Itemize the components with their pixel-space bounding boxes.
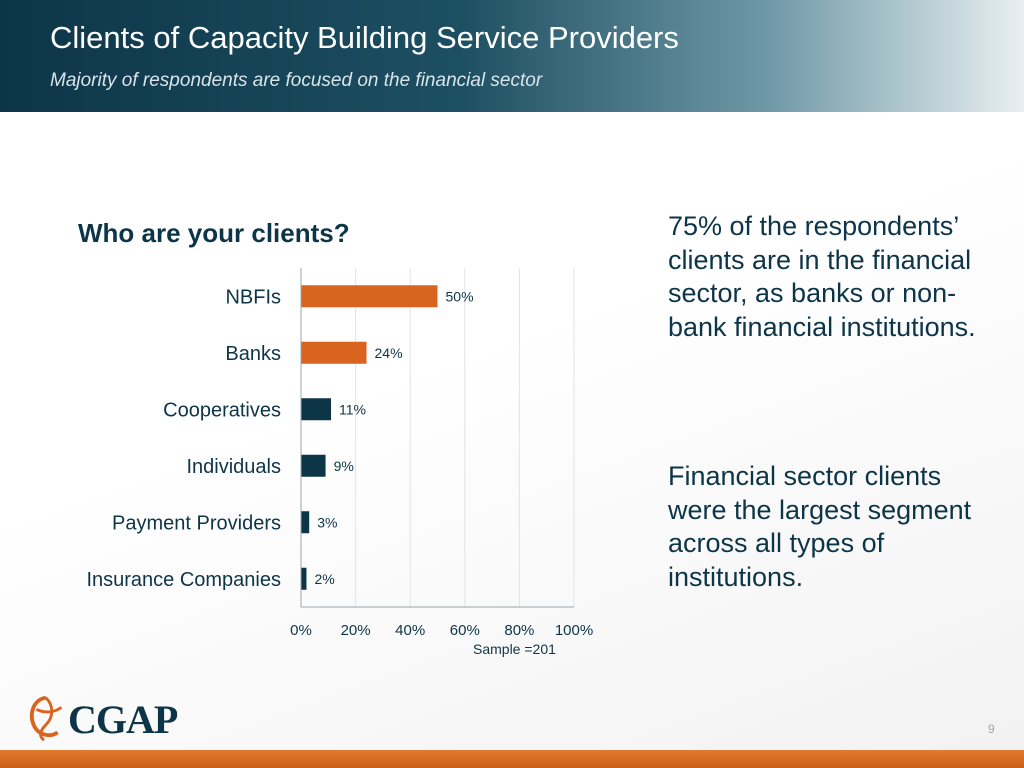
- header-banner: Clients of Capacity Building Service Pro…: [0, 0, 1024, 112]
- content-area: [0, 112, 1024, 750]
- value-label: 9%: [334, 458, 354, 474]
- chart-axes: [300, 268, 574, 608]
- category-label: Cooperatives: [163, 399, 281, 421]
- value-label: 2%: [314, 571, 334, 587]
- category-label: Insurance Companies: [86, 569, 281, 591]
- chart-bars: [301, 285, 438, 590]
- category-label: Payment Providers: [112, 512, 281, 534]
- side-text-financial-sector: 75% of the respondents’ clients are in t…: [668, 211, 976, 342]
- bar-individuals: [301, 454, 326, 477]
- chart-labels: 0% 20% 40% 60% 80% 100% NBFIs 50% Banks 24% Cooper…: [86, 286, 593, 657]
- bar-nbfis: [301, 285, 438, 308]
- value-label: 50%: [446, 288, 474, 304]
- x-tick-label: 100%: [555, 622, 593, 639]
- x-tick-label: 80%: [504, 622, 534, 639]
- slide-title: Clients of Capacity Building Service Pro…: [50, 20, 679, 55]
- side-text-largest-segment: Financial sector clients were the larges…: [668, 461, 972, 592]
- value-label: 24%: [375, 345, 403, 361]
- x-tick-label: 40%: [395, 622, 425, 639]
- bar-banks: [301, 341, 367, 364]
- page-number: 9: [988, 722, 995, 736]
- cgap-logo-text: CGAP: [68, 697, 178, 742]
- cgap-swirl-icon: [30, 695, 63, 742]
- value-label: 3%: [317, 514, 337, 530]
- slide-subtitle: Majority of respondents are focused on t…: [50, 70, 543, 91]
- category-label: Individuals: [186, 456, 281, 478]
- sample-note: Sample =201: [473, 641, 556, 657]
- x-tick-label: 0%: [290, 622, 312, 639]
- footer-bar: [0, 750, 1024, 768]
- chart-gridlines: [355, 268, 575, 607]
- x-tick-label: 60%: [450, 622, 480, 639]
- value-label: 11%: [339, 401, 366, 417]
- category-label: Banks: [225, 343, 281, 365]
- bar-cooperatives: [301, 398, 332, 421]
- x-tick-label: 20%: [341, 622, 371, 639]
- chart-title: Who are your clients?: [78, 218, 350, 248]
- bar-payment-providers: [301, 511, 310, 534]
- bar-insurance-companies: [301, 567, 307, 590]
- category-label: NBFIs: [225, 286, 281, 308]
